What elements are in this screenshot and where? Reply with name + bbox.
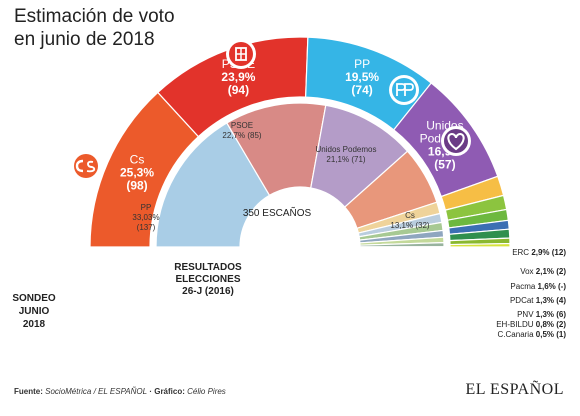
- credit-text: Célio Pires: [187, 387, 226, 396]
- psoe-rose-logo-icon: [226, 39, 256, 69]
- cs-logo-icon: [71, 151, 101, 181]
- source-label: Fuente:: [14, 387, 43, 396]
- outer-label-name-cs: Cs: [130, 152, 145, 166]
- legend-pacma: Pacma 1,6% (-): [510, 282, 566, 291]
- inner-label-vote-unidos-podemos: 21,1% (71): [326, 155, 365, 164]
- outer-label-seats-cs: (98): [126, 178, 147, 192]
- outer-ring-title-line: JUNIO: [19, 306, 50, 317]
- outer-label-seats-psoe: (94): [228, 83, 249, 97]
- brand-logo: EL ESPAÑOL: [465, 381, 564, 398]
- center-label: 350 ESCAÑOS: [243, 206, 312, 219]
- inner-label-vote-pp: 33,03%: [132, 213, 159, 222]
- podemos-heart-logo-icon: [441, 126, 471, 156]
- legend-c-canaria: C.Canaria 0,5% (1): [498, 330, 567, 339]
- outer-label-vote-pp: 19,5%: [345, 70, 379, 84]
- inner-segment-pp: [155, 122, 271, 248]
- outer-segment-c-canaria: [449, 242, 511, 248]
- legend-eh-bildu: EH-BILDU 0,8% (2): [496, 320, 566, 329]
- footer-source: Fuente: SocioMétrica / EL ESPAÑOL · Gráf…: [14, 387, 226, 396]
- inner-label-vote-psoe: 22,7% (85): [222, 131, 261, 140]
- inner-label-vote-cs: 13,1% (32): [390, 221, 429, 230]
- legend-erc: ERC 2,9% (12): [512, 248, 566, 257]
- inner-label-name-unidos-podemos: Unidos Podemos: [316, 145, 377, 154]
- outer-label-seats-unidos-podemos: (57): [434, 158, 455, 172]
- inner-ring-title-line: 26-J (2016): [182, 286, 234, 297]
- source-text: SocioMétrica / EL ESPAÑOL: [45, 387, 148, 396]
- title-line-1: Estimación de voto: [14, 6, 175, 27]
- pp-logo-icon: [389, 75, 419, 105]
- outer-label-seats-pp: (74): [351, 83, 372, 97]
- chart-title: Estimación de voto en junio de 2018: [14, 5, 175, 51]
- outer-label-name-pp: PP: [354, 57, 370, 71]
- inner-ring: [155, 102, 445, 248]
- inner-label-seats-pp: (137): [137, 223, 156, 232]
- legend-pnv: PNV 1,3% (6): [517, 310, 566, 319]
- legend-pdcat: PDCat 1,3% (4): [510, 296, 566, 305]
- outer-label-vote-cs: 25,3%: [120, 165, 154, 179]
- outer-ring: [89, 36, 511, 248]
- outer-label-vote-psoe: 23,9%: [221, 70, 255, 84]
- party-logos: [71, 39, 471, 181]
- legend-vox: Vox 2,1% (2): [520, 267, 566, 276]
- inner-ring-title-line: RESULTADOS: [174, 262, 242, 273]
- outer-ring-title-line: 2018: [23, 319, 46, 330]
- title-line-2: en junio de 2018: [14, 29, 155, 50]
- inner-label-name-cs: Cs: [405, 211, 415, 220]
- inner-ring-title-line: ELECCIONES: [175, 274, 240, 285]
- credit-label: · Gráfico:: [149, 387, 185, 396]
- inner-label-name-psoe: PSOE: [231, 121, 253, 130]
- inner-label-name-pp: PP: [141, 203, 152, 212]
- outer-ring-title-line: SONDEO: [12, 293, 56, 304]
